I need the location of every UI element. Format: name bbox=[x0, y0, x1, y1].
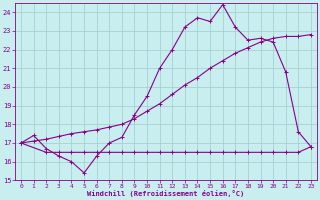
X-axis label: Windchill (Refroidissement éolien,°C): Windchill (Refroidissement éolien,°C) bbox=[87, 190, 244, 197]
